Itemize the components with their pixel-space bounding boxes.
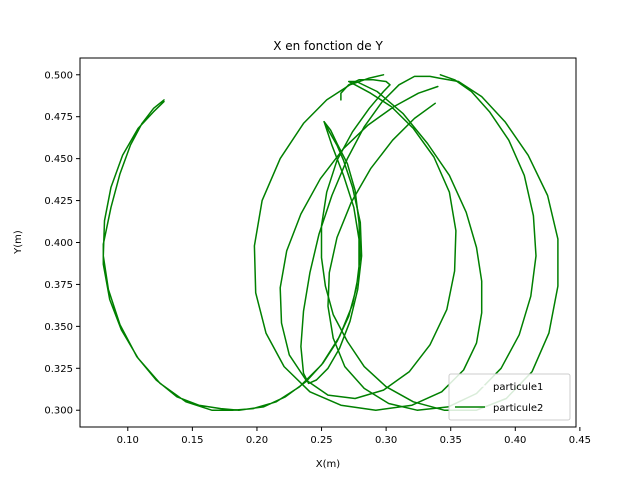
series-line-segment-4 (327, 74, 537, 411)
x-tick-label: 0.40 (504, 435, 526, 446)
chart-title: X en fonction de Y (273, 39, 383, 53)
x-axis: 0.10 0.15 0.20 0.25 0.30 0.35 0.40 0.45 (117, 427, 591, 446)
x-tick-label: 0.15 (181, 435, 203, 446)
series-line-segment-2 (300, 75, 559, 411)
x-tick-label: 0.10 (117, 435, 139, 446)
legend-label-particule2: particule2 (493, 403, 543, 414)
x-tick-label: 0.45 (569, 435, 591, 446)
y-axis-label: Y(m) (13, 230, 24, 255)
x-tick-label: 0.30 (375, 435, 397, 446)
legend: particule1 particule2 (448, 373, 571, 421)
plot-area (102, 74, 559, 411)
y-tick-label: 0.350 (44, 322, 73, 333)
y-tick-label: 0.325 (44, 364, 73, 375)
x-tick-label: 0.20 (246, 435, 268, 446)
series-line-segment-3 (253, 74, 483, 411)
y-tick-label: 0.300 (44, 406, 73, 417)
y-tick-label: 0.375 (44, 280, 73, 291)
y-tick-label: 0.475 (44, 112, 73, 123)
y-tick-label: 0.500 (44, 70, 73, 81)
x-axis-label: X(m) (316, 459, 340, 470)
y-tick-label: 0.450 (44, 154, 73, 165)
y-tick-label: 0.425 (44, 196, 73, 207)
series-line-particule2 (102, 99, 362, 411)
legend-label-particule1: particule1 (493, 382, 543, 393)
x-tick-label: 0.25 (310, 435, 332, 446)
x-tick-label: 0.35 (440, 435, 462, 446)
y-axis: 0.300 0.325 0.350 0.375 0.400 0.425 0.450 0.475… (44, 70, 80, 417)
y-tick-label: 0.400 (44, 238, 73, 249)
